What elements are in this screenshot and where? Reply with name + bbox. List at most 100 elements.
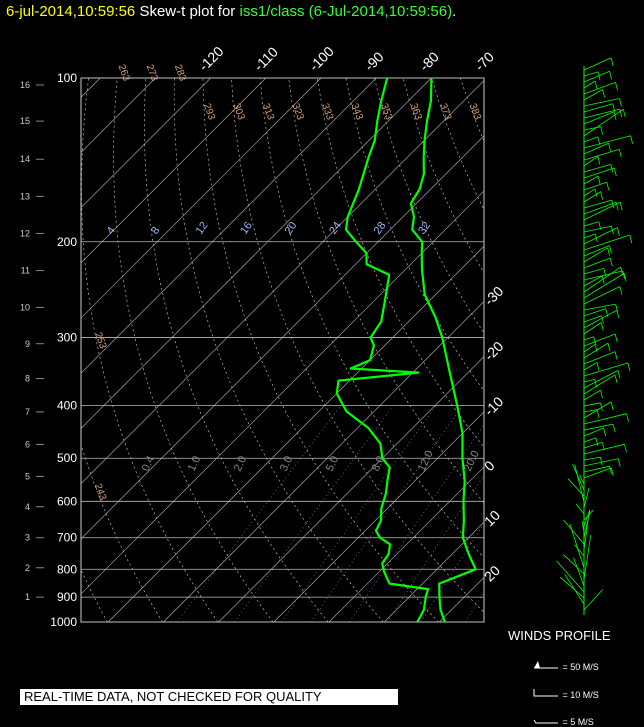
- wind-barb: [583, 164, 611, 173]
- dry-adiabat-line: [144, 78, 329, 622]
- mixing-ratio-upper-label: 4: [105, 225, 118, 237]
- height-tick-label: 5: [25, 471, 30, 481]
- wind-barb: [583, 351, 616, 365]
- height-tick-label: 12: [20, 228, 30, 238]
- pressure-tick-label: 200: [57, 235, 77, 249]
- wind-barb: [563, 519, 585, 545]
- wind-barb: [583, 103, 613, 113]
- wind-barb-flag: [612, 424, 616, 433]
- isotherm-line: [439, 576, 484, 622]
- wind-barb-flag: [611, 200, 615, 209]
- wind-barb: [583, 510, 594, 521]
- wind-barb: [583, 82, 616, 95]
- wind-barb: [579, 474, 585, 485]
- wind-barb-flag: [600, 126, 604, 135]
- top-temp-label: -70: [471, 48, 497, 74]
- wind-barb: [583, 201, 617, 215]
- wind-barb-flag: [600, 191, 603, 200]
- isotherm-line: [163, 300, 484, 622]
- wind-barb-flag: [600, 322, 604, 331]
- wind-barb: [583, 379, 595, 383]
- wind-barb: [583, 148, 620, 161]
- wind-barb: [583, 191, 601, 203]
- mixing-ratio-lower-label: 2.0: [232, 454, 249, 473]
- wind-barb-flag: [619, 202, 623, 211]
- height-tick-label: 11: [21, 266, 30, 276]
- wind-barb: [583, 443, 625, 455]
- pressure-tick-label: 700: [57, 531, 77, 545]
- right-temp-label: 0: [481, 457, 498, 474]
- pressure-tick-label: 800: [57, 562, 77, 576]
- wind-barb: [583, 247, 608, 263]
- mixing-ratio-line: [176, 405, 342, 622]
- wind-barb: [583, 227, 618, 245]
- pressure-tick-label: 1000: [50, 615, 77, 629]
- wind-barb-flag: [630, 135, 633, 144]
- wind-barb: [563, 554, 585, 575]
- wind-barb: [583, 273, 625, 299]
- isotherm-line: [81, 78, 267, 264]
- wind-barb-flag: [597, 136, 601, 145]
- wind-barb: [583, 467, 612, 479]
- mixing-ratio-line: [386, 475, 484, 622]
- wind-barb: [583, 175, 599, 185]
- wind-barb: [583, 423, 614, 431]
- wind-barb: [583, 303, 616, 311]
- legend-50ms-label: = 50 M/S: [562, 662, 599, 672]
- wind-barb: [573, 557, 585, 587]
- pressure-tick-label: 900: [57, 590, 77, 604]
- dry-adiabat-line: [231, 78, 484, 613]
- wind-barb: [583, 245, 610, 257]
- wind-barb-flag: [622, 109, 626, 118]
- title-date: 6-jul-2014,10:59:56: [6, 3, 136, 20]
- wind-barb-flag: [609, 245, 612, 254]
- dry-adiabat-label: 313: [260, 102, 276, 122]
- wind-barb: [569, 523, 585, 569]
- dry-adiabat-label: 383: [467, 102, 483, 122]
- dry-adiabat-label: 243: [92, 482, 108, 502]
- wind-barb: [583, 456, 601, 461]
- mixing-ratio-line: [234, 405, 394, 622]
- mixing-ratio-line: [281, 405, 437, 622]
- dry-adiabat-line: [202, 78, 439, 622]
- pressure-tick-label: 500: [57, 451, 77, 465]
- title-middle: Skew-t plot for: [139, 3, 236, 20]
- wind-barb: [564, 574, 585, 605]
- wind-barb-flag: [619, 286, 623, 295]
- wind-barb-flag: [620, 267, 624, 276]
- wind-barb: [583, 342, 609, 359]
- isotherm-line: [273, 411, 484, 622]
- height-tick-label: 16: [20, 80, 30, 90]
- wind-barb: [583, 126, 601, 131]
- wind-barb: [567, 478, 585, 497]
- wind-barb-flag: [600, 402, 603, 411]
- isotherm-line: [81, 78, 432, 429]
- mixing-ratio-upper-label: 32: [416, 220, 433, 237]
- isotherm-line: [495, 78, 644, 622]
- wind-barb: [583, 108, 624, 137]
- isotherm-line: [81, 78, 101, 98]
- wind-barb-flag: [614, 351, 618, 360]
- wind-barb-flag: [614, 333, 618, 343]
- wind-barb: [572, 464, 585, 491]
- wind-barb: [583, 370, 619, 389]
- dry-adiabat-label: 303: [230, 102, 246, 122]
- wind-barb-flag: [623, 273, 627, 282]
- wind-barb-flag: [609, 466, 612, 475]
- height-tick-label: 6: [25, 440, 30, 450]
- mixing-ratio-upper-label: 12: [194, 220, 211, 237]
- isotherm-line: [81, 78, 211, 209]
- mixing-ratio-lower-label: 5.0: [324, 454, 341, 473]
- wind-barb: [583, 374, 616, 395]
- wind-barb: [583, 257, 611, 269]
- height-tick-label: 9: [25, 339, 30, 349]
- legend-50ms: = 50 M/S: [532, 660, 599, 672]
- wind-barb: [583, 108, 620, 119]
- wind-barb-flag: [595, 437, 599, 446]
- isotherm-line: [383, 521, 484, 622]
- top-temp-label: -80: [416, 48, 442, 74]
- wind-barb: [583, 167, 615, 179]
- dry-adiabat-line: [546, 78, 644, 622]
- wind-barb-flag: [609, 71, 612, 80]
- wind-barb: [583, 234, 630, 251]
